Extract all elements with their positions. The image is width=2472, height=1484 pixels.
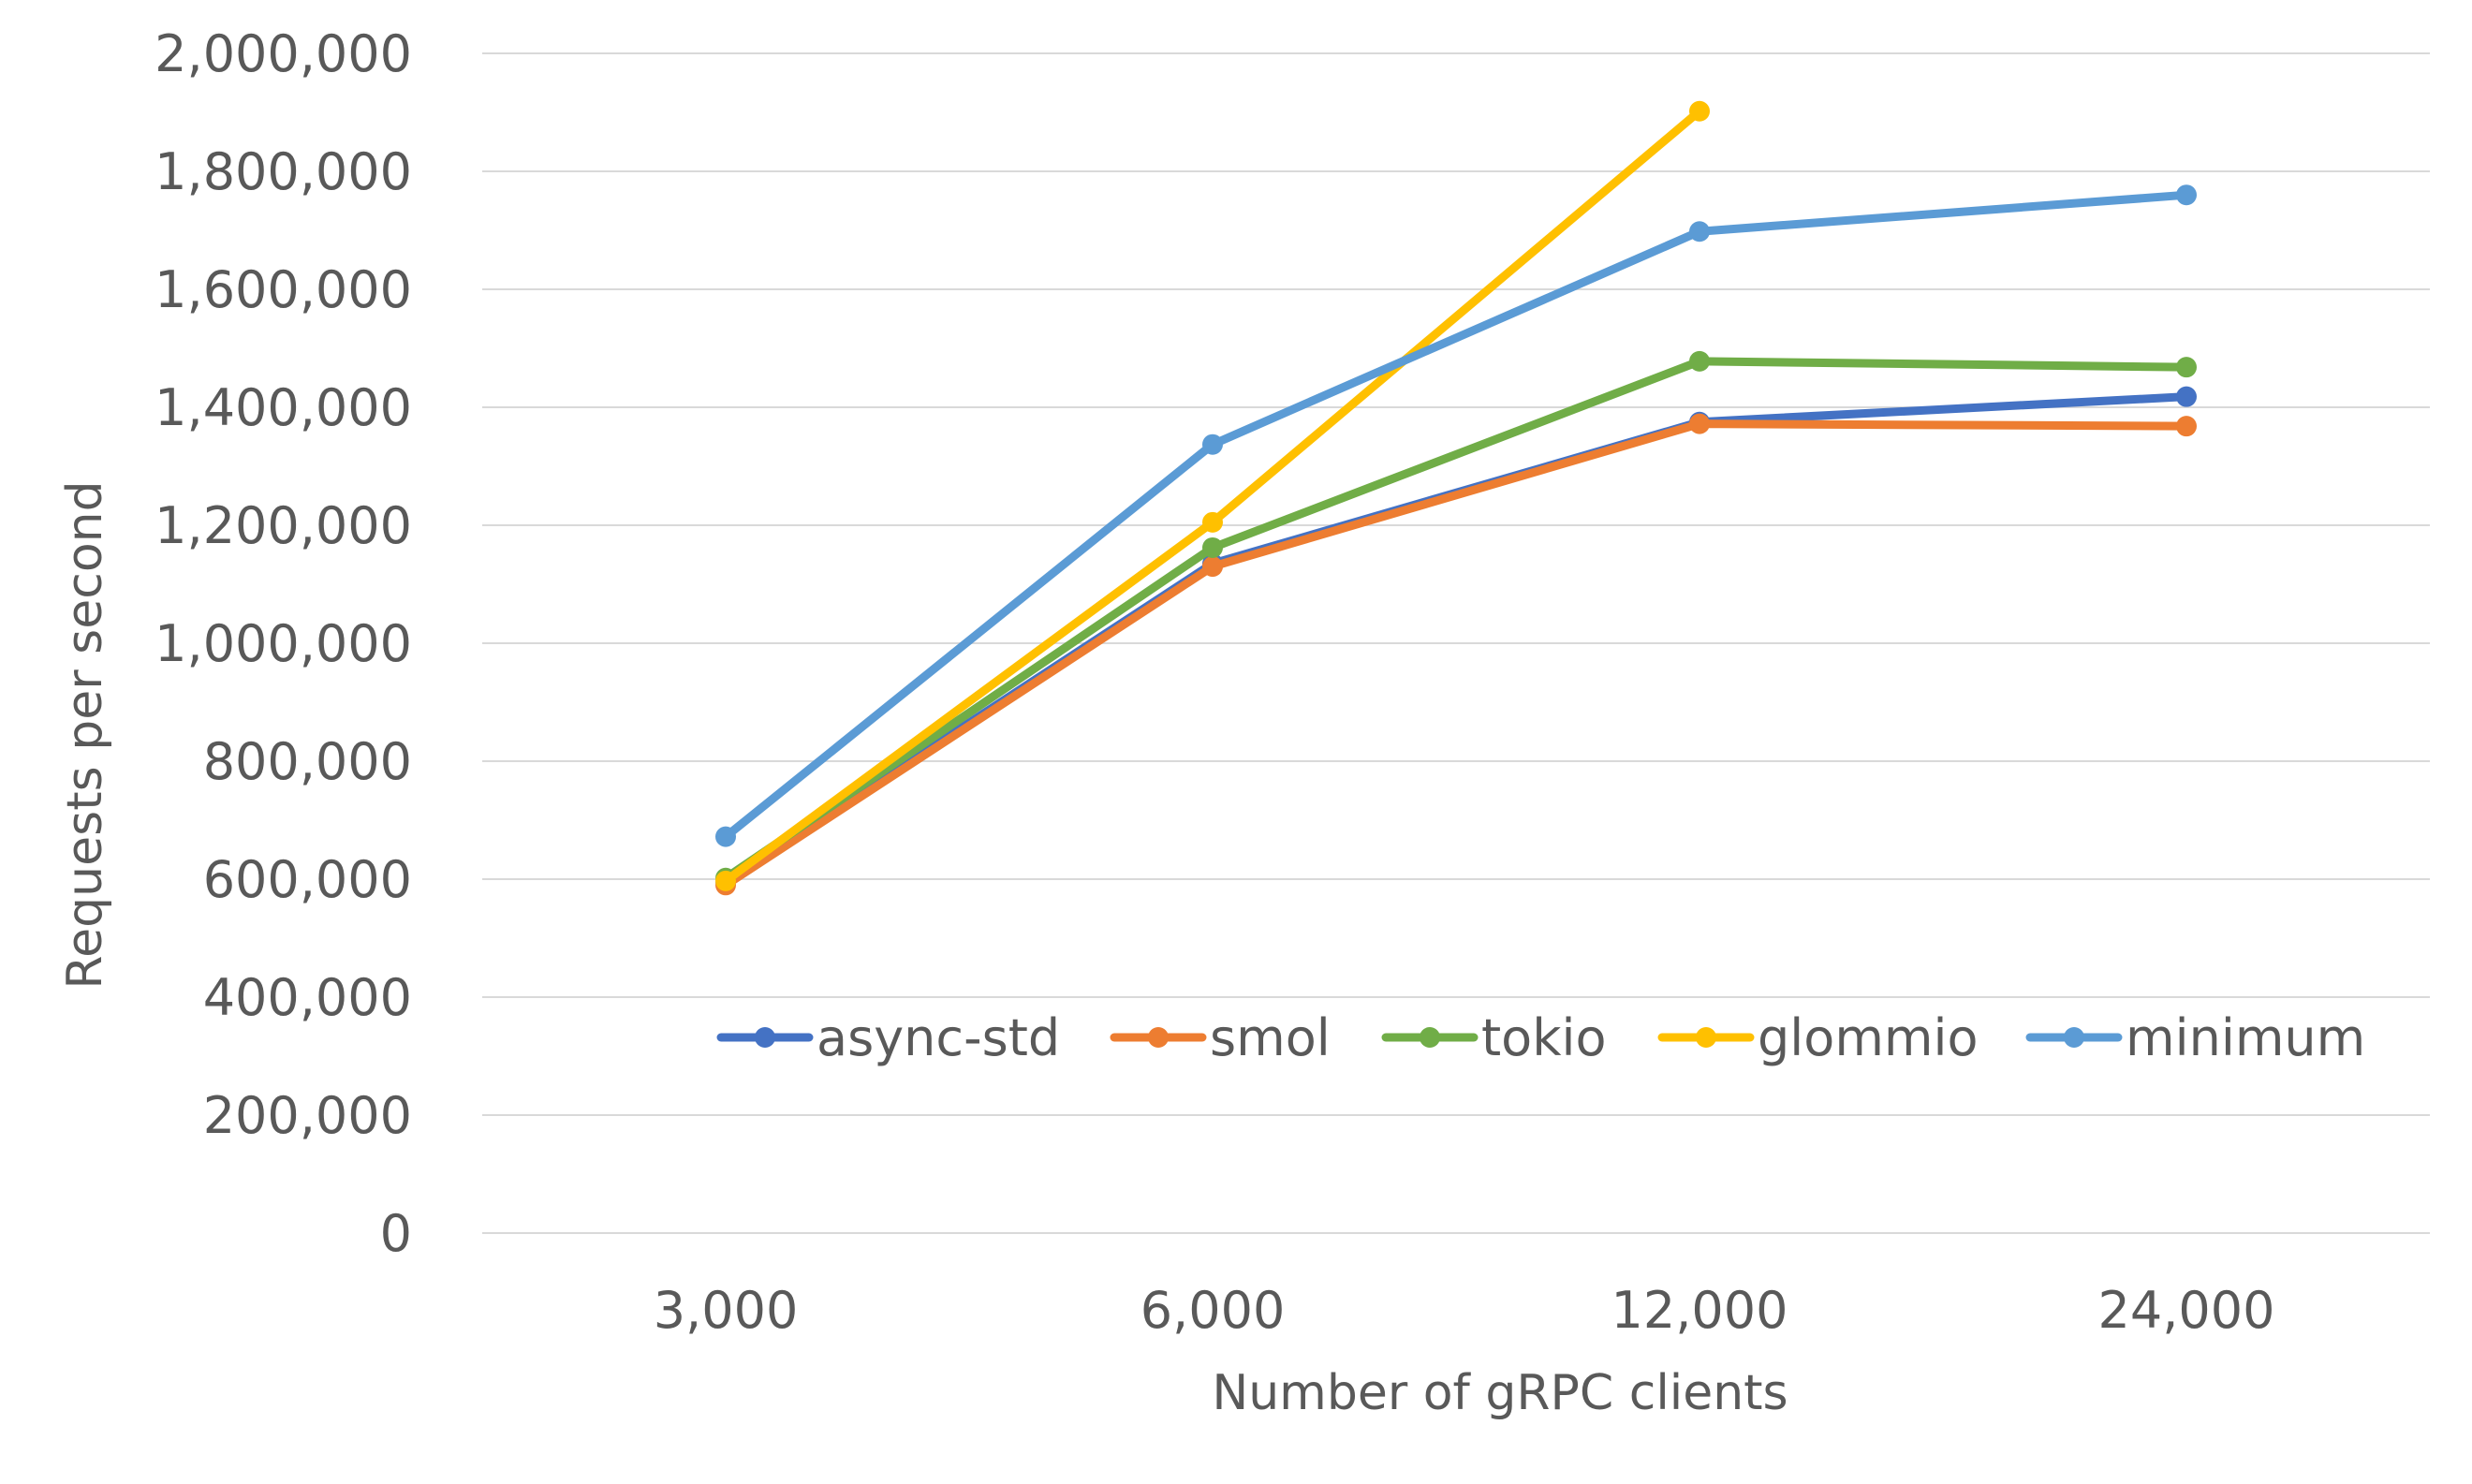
y-axis-title: Requests per second — [57, 480, 113, 989]
data-point — [2176, 357, 2197, 378]
x-tick-label: 6,000 — [1140, 1281, 1286, 1340]
y-tick-label: 800,000 — [203, 732, 412, 791]
data-point — [1202, 536, 1223, 558]
legend-item-minimum: minimum — [2025, 1008, 2365, 1067]
y-axis-ticks: 0 200,000 400,000 600,000 800,000 1,000,000 1,… — [154, 24, 412, 1263]
series-lines — [715, 100, 2197, 896]
data-point — [1689, 100, 1710, 122]
legend-item-async-std: async-std — [716, 1008, 1060, 1067]
series-line — [721, 419, 2191, 889]
legend-label: async-std — [817, 1008, 1060, 1067]
legend-item-smol: smol — [1110, 1008, 1331, 1067]
series-line — [721, 190, 2191, 842]
y-tick-label: 1,200,000 — [154, 496, 412, 555]
series-line — [721, 392, 2191, 887]
y-tick-label: 1,800,000 — [154, 142, 412, 201]
series-tokio — [715, 350, 2197, 889]
legend-item-tokio: tokio — [1381, 1008, 1607, 1067]
data-point — [1202, 556, 1223, 578]
x-tick-label: 12,000 — [1611, 1281, 1788, 1340]
series-line — [721, 357, 2191, 883]
data-point — [2176, 386, 2197, 407]
y-tick-label: 1,400,000 — [154, 378, 412, 437]
legend-swatch-marker — [1148, 1027, 1169, 1048]
legend-item-glommio: glommio — [1657, 1008, 1979, 1067]
data-point — [1202, 511, 1223, 533]
legend-label: smol — [1210, 1008, 1331, 1067]
y-tick-label: 600,000 — [203, 850, 412, 909]
data-point — [2176, 416, 2197, 437]
series-async-std — [715, 386, 2197, 893]
y-tick-label: 400,000 — [203, 968, 412, 1027]
gridlines — [482, 52, 2430, 1234]
legend-label: tokio — [1481, 1008, 1607, 1067]
data-point — [1689, 413, 1710, 434]
series-line — [721, 107, 1704, 886]
series-glommio — [715, 100, 1710, 891]
legend-swatch-marker — [755, 1027, 775, 1048]
y-tick-label: 1,000,000 — [154, 614, 412, 673]
y-tick-label: 200,000 — [203, 1086, 412, 1145]
data-point — [1202, 433, 1223, 455]
y-tick-label: 1,600,000 — [154, 260, 412, 319]
legend-swatch-marker — [1696, 1027, 1716, 1048]
data-point — [715, 826, 736, 847]
legend: async-std smol tokio glommio minimum — [716, 1008, 2365, 1067]
x-tick-label: 3,000 — [654, 1281, 799, 1340]
y-tick-label: 0 — [380, 1204, 412, 1263]
data-point — [1689, 350, 1710, 372]
series-minimum — [715, 184, 2197, 847]
x-tick-label: 24,000 — [2098, 1281, 2275, 1340]
data-point — [1689, 221, 1710, 242]
x-axis-title: Number of gRPC clients — [1212, 1365, 1788, 1421]
legend-swatch-marker — [2064, 1027, 2084, 1048]
x-axis-ticks: 3,000 6,000 12,000 24,000 — [654, 1281, 2275, 1340]
legend-swatch-marker — [1420, 1027, 1440, 1048]
data-point — [715, 870, 736, 891]
legend-label: minimum — [2126, 1008, 2365, 1067]
series-smol — [715, 413, 2197, 896]
data-point — [2176, 184, 2197, 206]
y-tick-label: 2,000,000 — [154, 24, 412, 83]
legend-label: glommio — [1758, 1008, 1979, 1067]
